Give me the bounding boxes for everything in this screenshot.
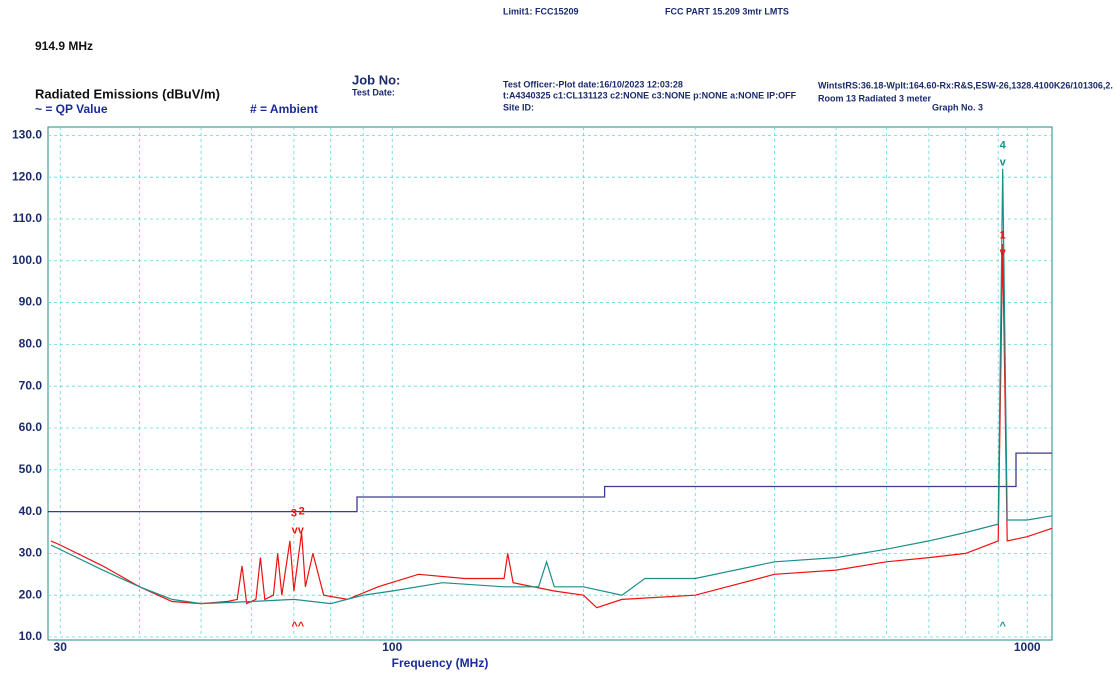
y-tick-label: 120.0 [12,169,42,183]
marker-label: 1 [1000,230,1006,242]
test-date: Test Date: [352,87,395,97]
marker-label: 3 [291,508,297,520]
graph-no: Graph No. 3 [932,102,983,112]
y-tick-label: 60.0 [19,420,43,434]
marker-label: ^^ [291,620,304,632]
qp-note: ~ = QP Value [35,102,108,116]
chart-title: Radiated Emissions (dBuV/m) [35,86,220,101]
limit-label: Limit1: FCC15209 [503,6,579,16]
trace [50,168,1053,605]
x-tick-label: 1000 [1014,640,1041,654]
y-tick-label: 130.0 [12,128,42,142]
ambient-note: # = Ambient [250,102,318,116]
room: Room 13 Radiated 3 meter [818,93,932,103]
job-no: Job No: [352,72,400,87]
setup: t:A4340325 c1:CL131123 c2:NONE c3:NONE p… [503,90,797,100]
trace [50,243,1053,609]
marker-label: 4 [1000,140,1007,152]
limit-desc: FCC PART 15.209 3mtr LMTS [665,6,789,16]
marker-label: v [1000,156,1007,168]
y-tick-label: 40.0 [19,504,43,518]
y-tick-label: 100.0 [12,253,42,267]
y-tick-label: 70.0 [19,378,43,392]
site-id: Site ID: [503,102,534,112]
y-tick-label: 30.0 [19,546,43,560]
marker-label: ^ [999,620,1006,632]
y-tick-label: 90.0 [19,295,43,309]
y-tick-label: 20.0 [19,587,43,601]
plot-area [47,126,1053,641]
x-tick-label: 30 [54,640,68,654]
trace [48,452,1052,513]
y-tick-label: 10.0 [19,629,43,643]
y-tick-label: 110.0 [13,211,43,225]
y-tick-label: 80.0 [19,337,43,351]
x-axis-label: Frequency (MHz) [392,656,489,670]
marker-label: 2 [299,505,305,517]
x-tick-label: 100 [382,640,402,654]
y-tick-label: 50.0 [19,462,43,476]
marker-freq: 914.9 MHz [35,39,93,53]
marker-label: vv [292,524,305,536]
marker-label: v [1000,246,1007,258]
officer: Test Officer:-Plot date:16/10/2023 12:03… [503,79,683,89]
equipment: WintstRS:36.18-Wplt:164.60-Rx:R&S,ESW-26… [818,80,1113,90]
